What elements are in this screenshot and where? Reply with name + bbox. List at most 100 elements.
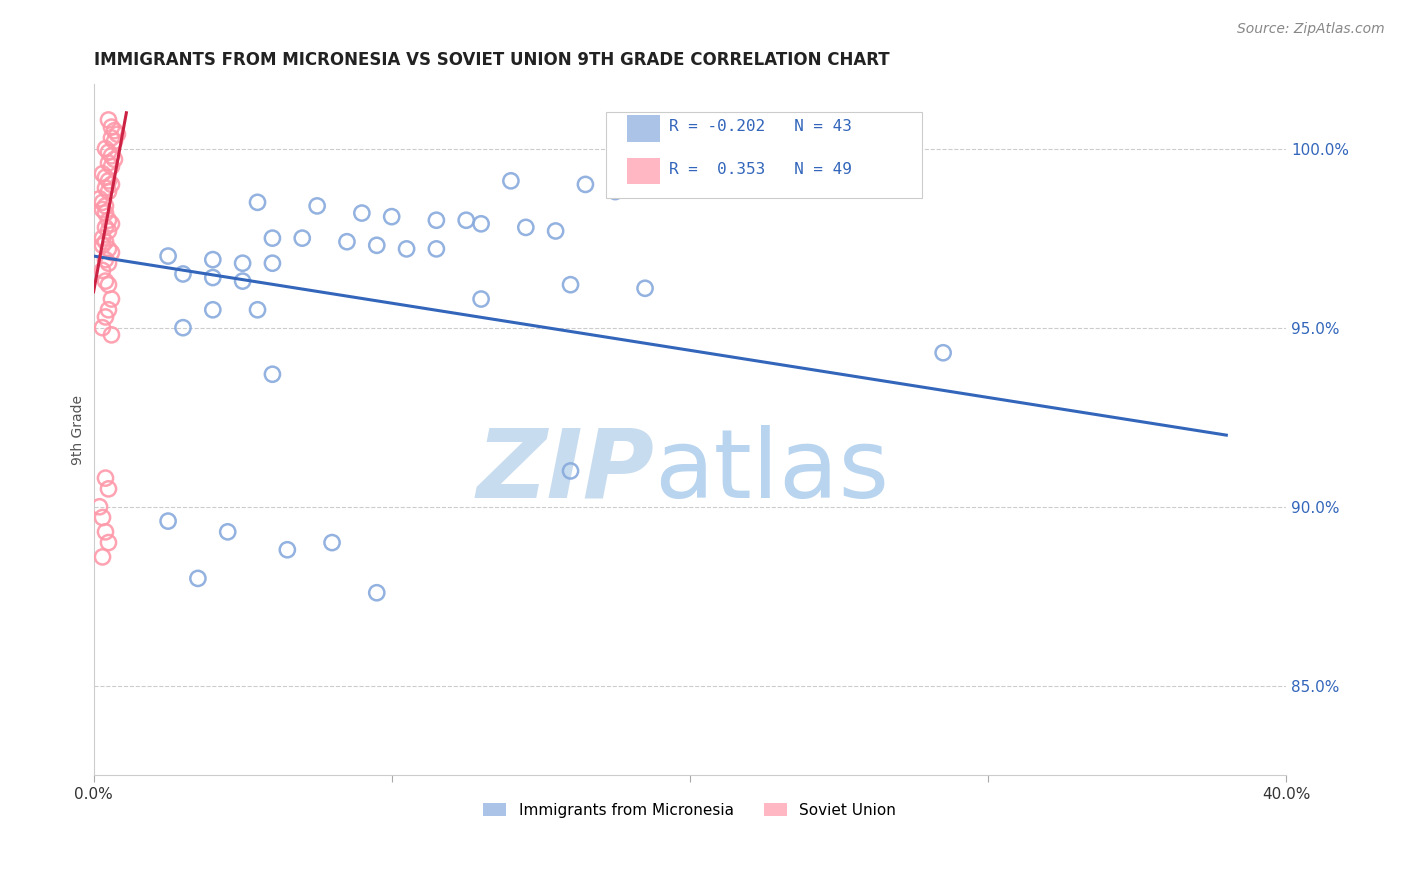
Point: [664, 149, 686, 163]
Point: [91, 202, 114, 217]
Point: [97, 535, 120, 549]
Point: [103, 124, 125, 138]
Text: Source: ZipAtlas.com: Source: ZipAtlas.com: [1237, 22, 1385, 37]
Point: [97, 256, 120, 270]
Point: [307, 199, 329, 213]
Point: [100, 149, 122, 163]
Point: [262, 368, 284, 382]
Point: [91, 320, 114, 334]
Legend: Immigrants from Micronesia, Soviet Union: Immigrants from Micronesia, Soviet Union: [477, 797, 903, 824]
Point: [574, 178, 596, 192]
Point: [813, 149, 835, 163]
Point: [157, 249, 180, 263]
Point: [350, 206, 373, 220]
Point: [91, 195, 114, 210]
Point: [91, 549, 114, 564]
Point: [470, 217, 492, 231]
Point: [100, 160, 122, 174]
Point: [97, 224, 120, 238]
Point: [100, 131, 122, 145]
Point: [103, 135, 125, 149]
Point: [97, 112, 120, 127]
Point: [100, 327, 122, 342]
Point: [246, 195, 269, 210]
Point: [336, 235, 359, 249]
Point: [100, 120, 122, 134]
Point: [217, 524, 239, 539]
Point: [172, 320, 194, 334]
Point: [97, 482, 120, 496]
Point: [425, 213, 447, 227]
Point: [560, 464, 582, 478]
Point: [932, 345, 955, 359]
Point: [605, 185, 627, 199]
Point: [232, 274, 254, 288]
Point: [91, 231, 114, 245]
Point: [94, 170, 117, 185]
Text: IMMIGRANTS FROM MICRONESIA VS SOVIET UNION 9TH GRADE CORRELATION CHART: IMMIGRANTS FROM MICRONESIA VS SOVIET UNI…: [94, 51, 889, 69]
Point: [94, 220, 117, 235]
Text: ZIP: ZIP: [477, 425, 654, 517]
Point: [100, 217, 122, 231]
Point: [94, 206, 117, 220]
Point: [291, 231, 314, 245]
Point: [544, 224, 567, 238]
Bar: [627, 158, 659, 185]
Point: [201, 302, 224, 317]
Point: [425, 242, 447, 256]
Point: [366, 585, 388, 599]
Text: atlas: atlas: [654, 425, 889, 517]
Point: [97, 302, 120, 317]
Point: [754, 149, 776, 163]
Point: [94, 199, 117, 213]
Point: [366, 238, 388, 252]
Point: [94, 524, 117, 539]
Point: [201, 270, 224, 285]
FancyBboxPatch shape: [606, 112, 922, 198]
Point: [91, 167, 114, 181]
Point: [246, 302, 269, 317]
Point: [262, 231, 284, 245]
Point: [91, 238, 114, 252]
Point: [91, 263, 114, 277]
Point: [381, 210, 404, 224]
Point: [187, 571, 209, 585]
Point: [107, 128, 129, 142]
Point: [470, 292, 492, 306]
Point: [232, 256, 254, 270]
Point: [100, 292, 122, 306]
Point: [157, 514, 180, 528]
Y-axis label: 9th Grade: 9th Grade: [72, 395, 86, 465]
Point: [94, 252, 117, 267]
Bar: [627, 115, 659, 142]
Point: [94, 471, 117, 485]
Point: [560, 277, 582, 292]
Point: [515, 220, 537, 235]
Point: [634, 281, 657, 295]
Text: R = -0.202   N = 43: R = -0.202 N = 43: [669, 119, 852, 134]
Text: R =  0.353   N = 49: R = 0.353 N = 49: [669, 161, 852, 177]
Point: [94, 274, 117, 288]
Point: [395, 242, 418, 256]
Point: [100, 245, 122, 260]
Point: [89, 192, 111, 206]
Point: [97, 174, 120, 188]
Point: [94, 310, 117, 324]
Point: [201, 252, 224, 267]
Point: [97, 213, 120, 227]
Point: [321, 535, 343, 549]
Point: [97, 242, 120, 256]
Point: [97, 277, 120, 292]
Point: [94, 181, 117, 195]
Point: [94, 235, 117, 249]
Point: [91, 510, 114, 524]
Point: [172, 267, 194, 281]
Point: [499, 174, 522, 188]
Point: [97, 145, 120, 160]
Point: [276, 542, 298, 557]
Point: [456, 213, 478, 227]
Point: [97, 156, 120, 170]
Point: [103, 153, 125, 167]
Point: [100, 178, 122, 192]
Point: [97, 185, 120, 199]
